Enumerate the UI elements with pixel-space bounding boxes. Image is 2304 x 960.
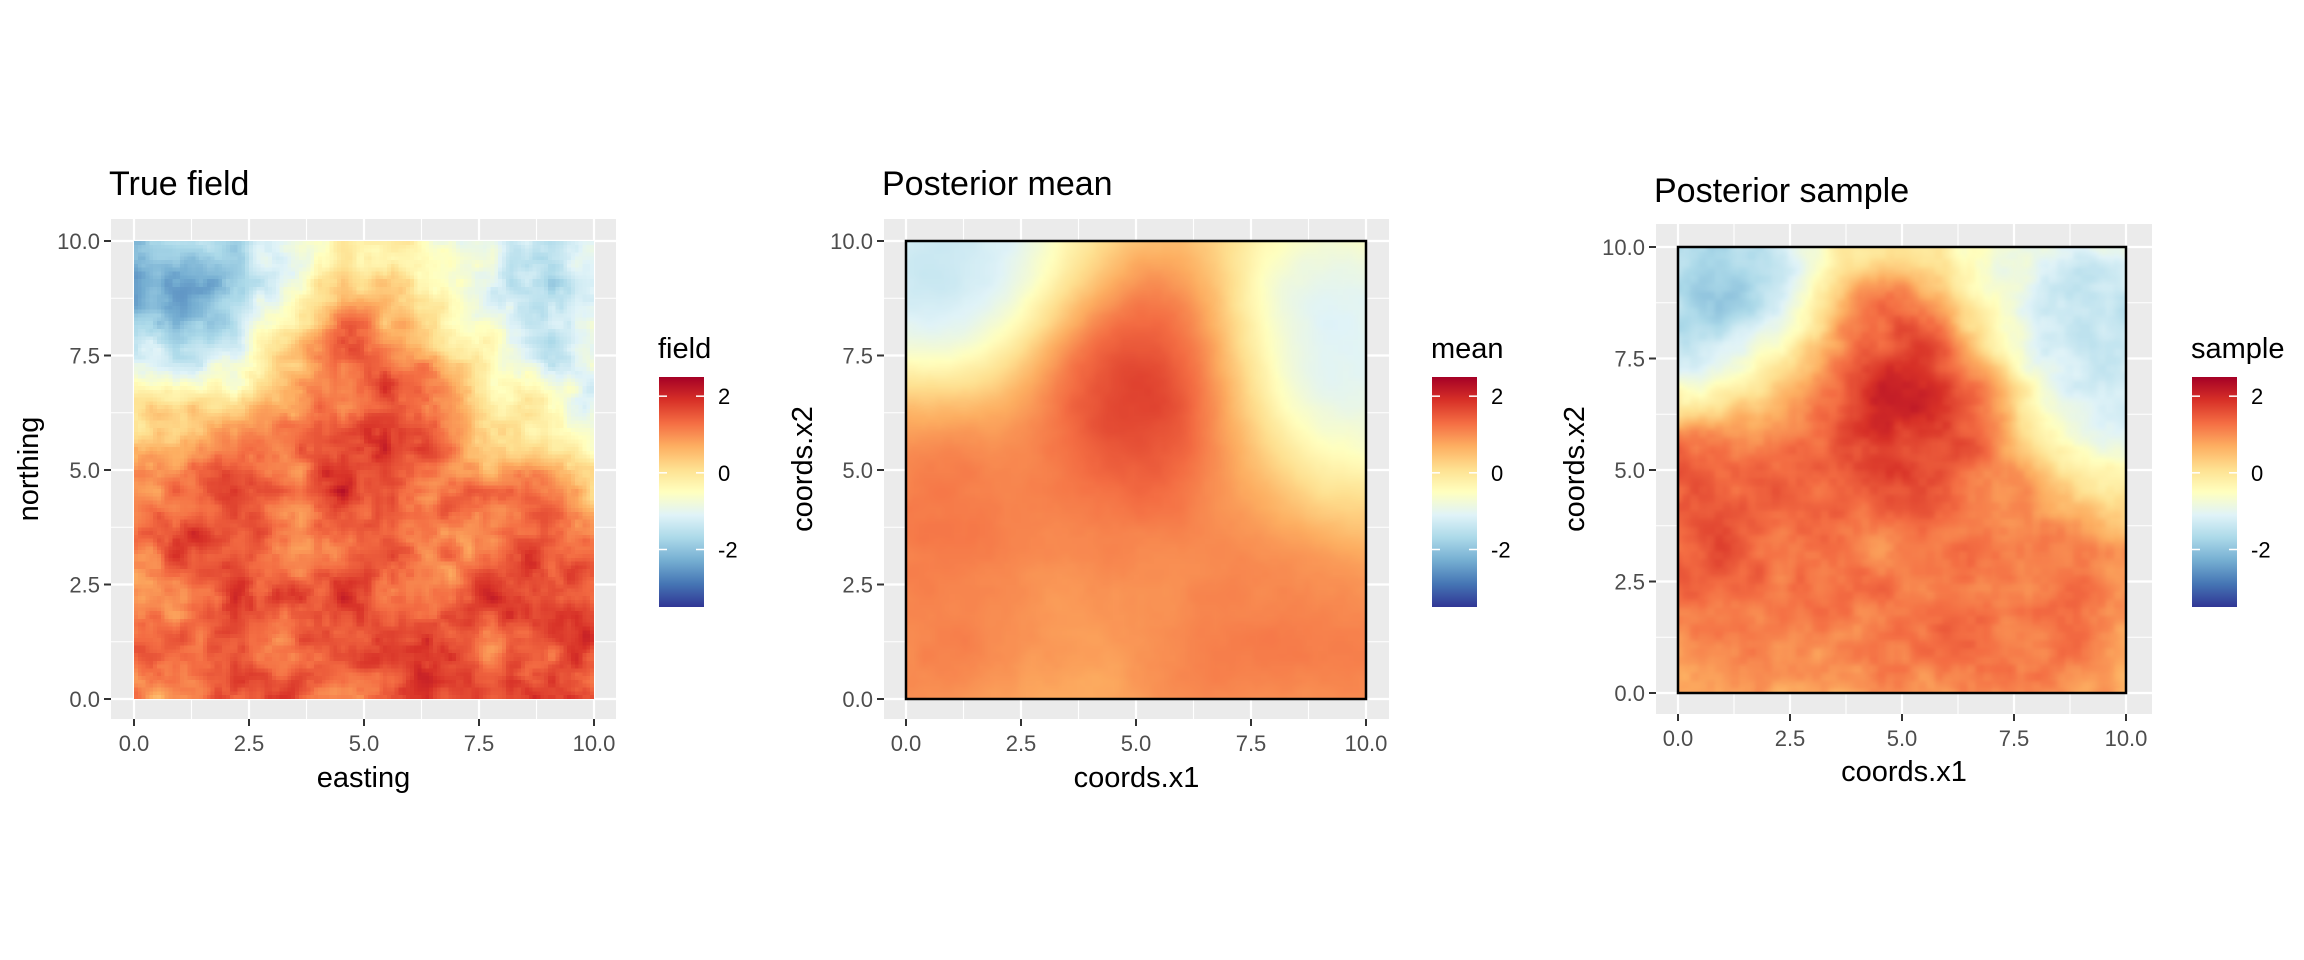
y-tick-label: 5.0 — [69, 458, 100, 483]
x-tick-label: 10.0 — [1345, 731, 1388, 756]
y-axis-label: coords.x2 — [1559, 406, 1591, 532]
x-axis-label: easting — [317, 762, 411, 794]
x-tick-label: 5.0 — [349, 731, 380, 756]
x-tick-label: 2.5 — [1775, 726, 1806, 751]
legend-tick-label: 2 — [2251, 384, 2263, 409]
y-tick-label: 10.0 — [57, 229, 100, 254]
x-tick-label: 0.0 — [119, 731, 150, 756]
y-tick-label: 2.5 — [1614, 570, 1645, 595]
y-tick-label: 5.0 — [1614, 458, 1645, 483]
x-tick-label: 2.5 — [234, 731, 265, 756]
heatmap-raster — [134, 241, 594, 699]
legend-tick-label: -2 — [718, 538, 738, 563]
legend-tick-label: 0 — [1491, 461, 1503, 486]
y-tick-label: 2.5 — [842, 573, 873, 598]
panel-1: True field 0.0 2.5 5.0 7.5 10.0 0.0 2.5 5.0 7.5 10… — [13, 165, 738, 794]
x-axis-label: coords.x1 — [1841, 756, 1967, 788]
y-tick-label: 0.0 — [842, 687, 873, 712]
y-tick-label: 7.5 — [1614, 347, 1645, 372]
panel-2: Posterior mean 0.0 2.5 5.0 7.5 10.0 0.0 2.5 5.0 7… — [787, 165, 1511, 794]
color-legend: field 2 0 -2 — [658, 333, 738, 607]
x-tick-label: 2.5 — [1006, 731, 1037, 756]
legend-tick-label: 2 — [1491, 384, 1503, 409]
panel-3: Posterior sample 0.0 2.5 5.0 7.5 10.0 0.0 2.5 5.… — [1559, 172, 2285, 788]
x-tick-label: 7.5 — [464, 731, 495, 756]
legend-tick-label: -2 — [1491, 538, 1511, 563]
legend-colorbar — [659, 377, 704, 607]
color-legend: sample 2 0 -2 — [2191, 333, 2285, 607]
legend-title: sample — [2191, 333, 2285, 365]
y-tick-label: 10.0 — [1602, 235, 1645, 260]
domain-border — [1676, 245, 2128, 695]
legend-tick-label: 0 — [2251, 461, 2263, 486]
y-tick-label: 0.0 — [1614, 681, 1645, 706]
x-axis-label: coords.x1 — [1074, 762, 1200, 794]
domain-border — [904, 239, 1368, 701]
legend-title: mean — [1431, 333, 1504, 365]
y-tick-label: 10.0 — [830, 229, 873, 254]
y-tick-label: 7.5 — [842, 344, 873, 369]
legend-colorbar — [1432, 377, 1477, 607]
y-axis-label: northing — [13, 417, 45, 522]
heatmap-raster — [1678, 247, 2126, 693]
y-axis-label: coords.x2 — [787, 406, 819, 532]
y-tick-label: 5.0 — [842, 458, 873, 483]
heatmap-raster — [906, 241, 1366, 699]
y-tick-label: 7.5 — [69, 344, 100, 369]
chart-title: Posterior mean — [882, 165, 1113, 203]
x-tick-label: 7.5 — [1236, 731, 1267, 756]
x-tick-label: 7.5 — [1999, 726, 2030, 751]
x-tick-label: 0.0 — [891, 731, 922, 756]
x-tick-label: 0.0 — [1663, 726, 1694, 751]
chart-title: Posterior sample — [1654, 172, 1909, 210]
legend-tick-label: 0 — [718, 461, 730, 486]
color-legend: mean 2 0 -2 — [1431, 333, 1511, 607]
legend-colorbar — [2192, 377, 2237, 607]
legend-tick-label: 2 — [718, 384, 730, 409]
legend-tick-label: -2 — [2251, 538, 2271, 563]
x-tick-label: 10.0 — [2105, 726, 2148, 751]
legend-title: field — [658, 333, 711, 365]
y-tick-label: 2.5 — [69, 573, 100, 598]
y-tick-label: 0.0 — [69, 687, 100, 712]
x-tick-label: 10.0 — [573, 731, 616, 756]
x-tick-label: 5.0 — [1121, 731, 1152, 756]
x-tick-label: 5.0 — [1887, 726, 1918, 751]
chart-title: True field — [109, 165, 249, 203]
